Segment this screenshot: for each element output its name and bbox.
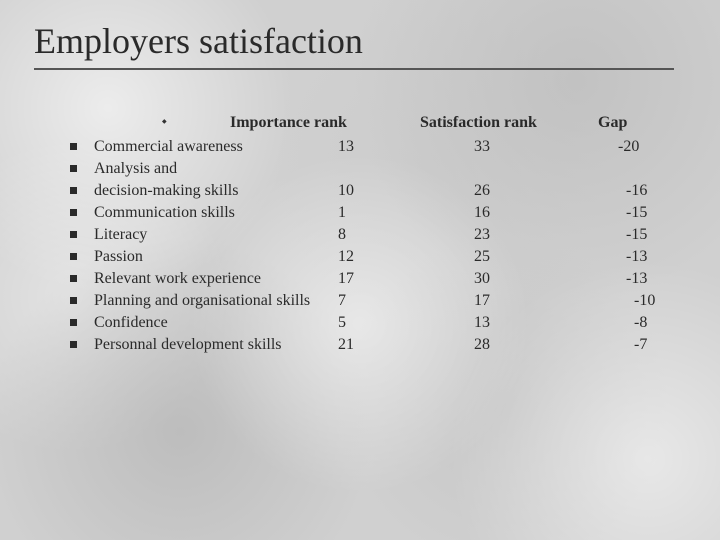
square-bullet-icon xyxy=(70,209,77,216)
square-bullet-icon xyxy=(70,187,77,194)
importance-value: 5 xyxy=(338,312,346,334)
importance-value: 1 xyxy=(338,202,346,224)
gap-value: -8 xyxy=(634,312,647,334)
importance-value: 21 xyxy=(338,334,354,356)
content-area: ◆ Importance rank Satisfaction rank Gap … xyxy=(40,114,680,474)
skill-label: decision-making skills xyxy=(94,180,238,202)
satisfaction-value: 25 xyxy=(474,246,490,268)
square-bullet-icon xyxy=(70,253,77,260)
square-bullet-icon xyxy=(70,165,77,172)
square-bullet-icon xyxy=(70,275,77,282)
satisfaction-value: 28 xyxy=(474,334,490,356)
square-bullet-icon xyxy=(70,297,77,304)
gap-value: -10 xyxy=(634,290,655,312)
satisfaction-value: 26 xyxy=(474,180,490,202)
satisfaction-value: 16 xyxy=(474,202,490,224)
skill-label: Planning and organisational skills xyxy=(94,290,310,312)
skill-label: Commercial awareness xyxy=(94,136,243,158)
satisfaction-value: 13 xyxy=(474,312,490,334)
square-bullet-icon xyxy=(70,231,77,238)
satisfaction-value: 17 xyxy=(474,290,490,312)
slide: Employers satisfaction ◆ Importance rank… xyxy=(0,0,720,540)
importance-value: 17 xyxy=(338,268,354,290)
gap-value: -13 xyxy=(626,246,647,268)
skill-label: Relevant work experience xyxy=(94,268,261,290)
gap-value: -16 xyxy=(626,180,647,202)
importance-value: 8 xyxy=(338,224,346,246)
importance-value: 10 xyxy=(338,180,354,202)
satisfaction-value: 30 xyxy=(474,268,490,290)
slide-title: Employers satisfaction xyxy=(34,20,680,62)
importance-value: 12 xyxy=(338,246,354,268)
satisfaction-value: 23 xyxy=(474,224,490,246)
gap-value: -7 xyxy=(634,334,647,356)
satisfaction-value: 33 xyxy=(474,136,490,158)
square-bullet-icon xyxy=(70,341,77,348)
skill-label: Communication skills xyxy=(94,202,235,224)
skill-label: Passion xyxy=(94,246,143,268)
square-bullet-icon xyxy=(70,143,77,150)
skill-label: Literacy xyxy=(94,224,147,246)
gap-value: -15 xyxy=(626,224,647,246)
title-rule xyxy=(34,68,674,70)
gap-value: -13 xyxy=(626,268,647,290)
small-bullet-icon: ◆ xyxy=(162,118,167,125)
importance-value: 7 xyxy=(338,290,346,312)
header-importance: Importance rank xyxy=(230,114,347,132)
importance-value: 13 xyxy=(338,136,354,158)
skill-label: Analysis and xyxy=(94,158,177,180)
skill-label: Personnal development skills xyxy=(94,334,282,356)
skill-label: Confidence xyxy=(94,312,168,334)
gap-value: -15 xyxy=(626,202,647,224)
square-bullet-icon xyxy=(70,319,77,326)
header-satisfaction: Satisfaction rank xyxy=(420,114,537,132)
gap-value: -20 xyxy=(618,136,639,158)
header-gap: Gap xyxy=(598,114,627,132)
